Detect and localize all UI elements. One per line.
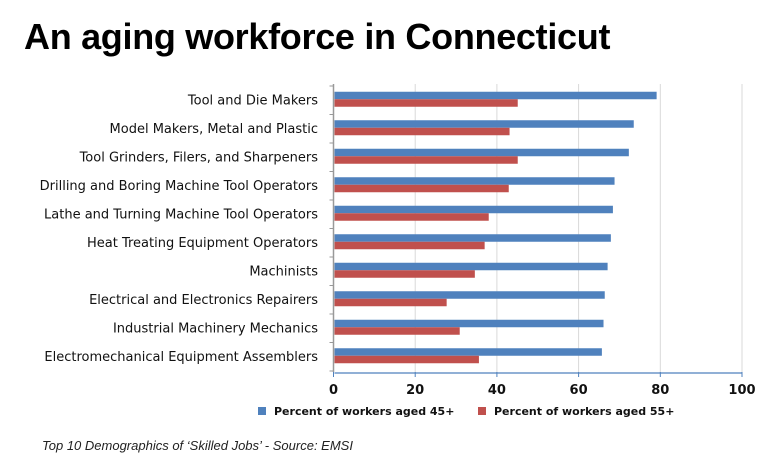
category-label: Heat Treating Equipment Operators: [87, 236, 318, 251]
chart-caption: Top 10 Demographics of ‘Skilled Jobs’ - …: [42, 438, 353, 453]
bar-45plus: [334, 120, 634, 128]
legend-swatch: [478, 407, 486, 415]
category-label: Industrial Machinery Mechanics: [113, 321, 318, 336]
x-tick-label: 100: [728, 383, 755, 398]
bar-55plus: [334, 355, 479, 364]
bar-45plus: [334, 348, 602, 356]
legend-label: Percent of workers aged 55+: [494, 405, 674, 418]
bar-55plus: [334, 298, 447, 307]
category-label: Electromechanical Equipment Assemblers: [44, 350, 318, 365]
bar-55plus: [334, 241, 485, 250]
x-tick-label: 80: [651, 383, 669, 398]
category-label: Machinists: [249, 264, 318, 279]
category-label: Tool Grinders, Filers, and Sharpeners: [79, 150, 319, 165]
x-tick-label: 40: [488, 383, 506, 398]
bar-55plus: [334, 99, 518, 107]
category-label: Tool and Die Makers: [187, 93, 318, 108]
legend-label: Percent of workers aged 45+: [274, 405, 454, 418]
bar-45plus: [334, 234, 611, 242]
category-label: Model Makers, Metal and Plastic: [110, 122, 318, 137]
bar-45plus: [334, 319, 604, 328]
chart-title: An aging workforce in Connecticut: [24, 16, 611, 57]
category-label: Lathe and Turning Machine Tool Operators: [44, 207, 318, 222]
x-tick-label: 0: [329, 383, 338, 398]
legend-item: Percent of workers aged 45+: [258, 405, 454, 418]
bar-45plus: [334, 262, 608, 271]
bar-45plus: [334, 148, 629, 157]
bar-55plus: [334, 127, 510, 136]
bar-45plus: [334, 91, 657, 100]
x-tick-label: 60: [570, 383, 588, 398]
legend-item: Percent of workers aged 55+: [478, 405, 674, 418]
bar-55plus: [334, 213, 489, 221]
category-label: Electrical and Electronics Repairers: [89, 293, 318, 308]
bar-45plus: [334, 205, 613, 214]
bar-55plus: [334, 270, 475, 278]
bar-55plus: [334, 184, 509, 193]
bar-55plus: [334, 327, 460, 335]
legend-swatch: [258, 407, 266, 415]
category-label: Drilling and Boring Machine Tool Operato…: [40, 179, 319, 194]
bar-45plus: [334, 291, 605, 299]
bar-45plus: [334, 177, 615, 185]
bar-55plus: [334, 156, 518, 164]
x-tick-label: 20: [406, 383, 424, 398]
